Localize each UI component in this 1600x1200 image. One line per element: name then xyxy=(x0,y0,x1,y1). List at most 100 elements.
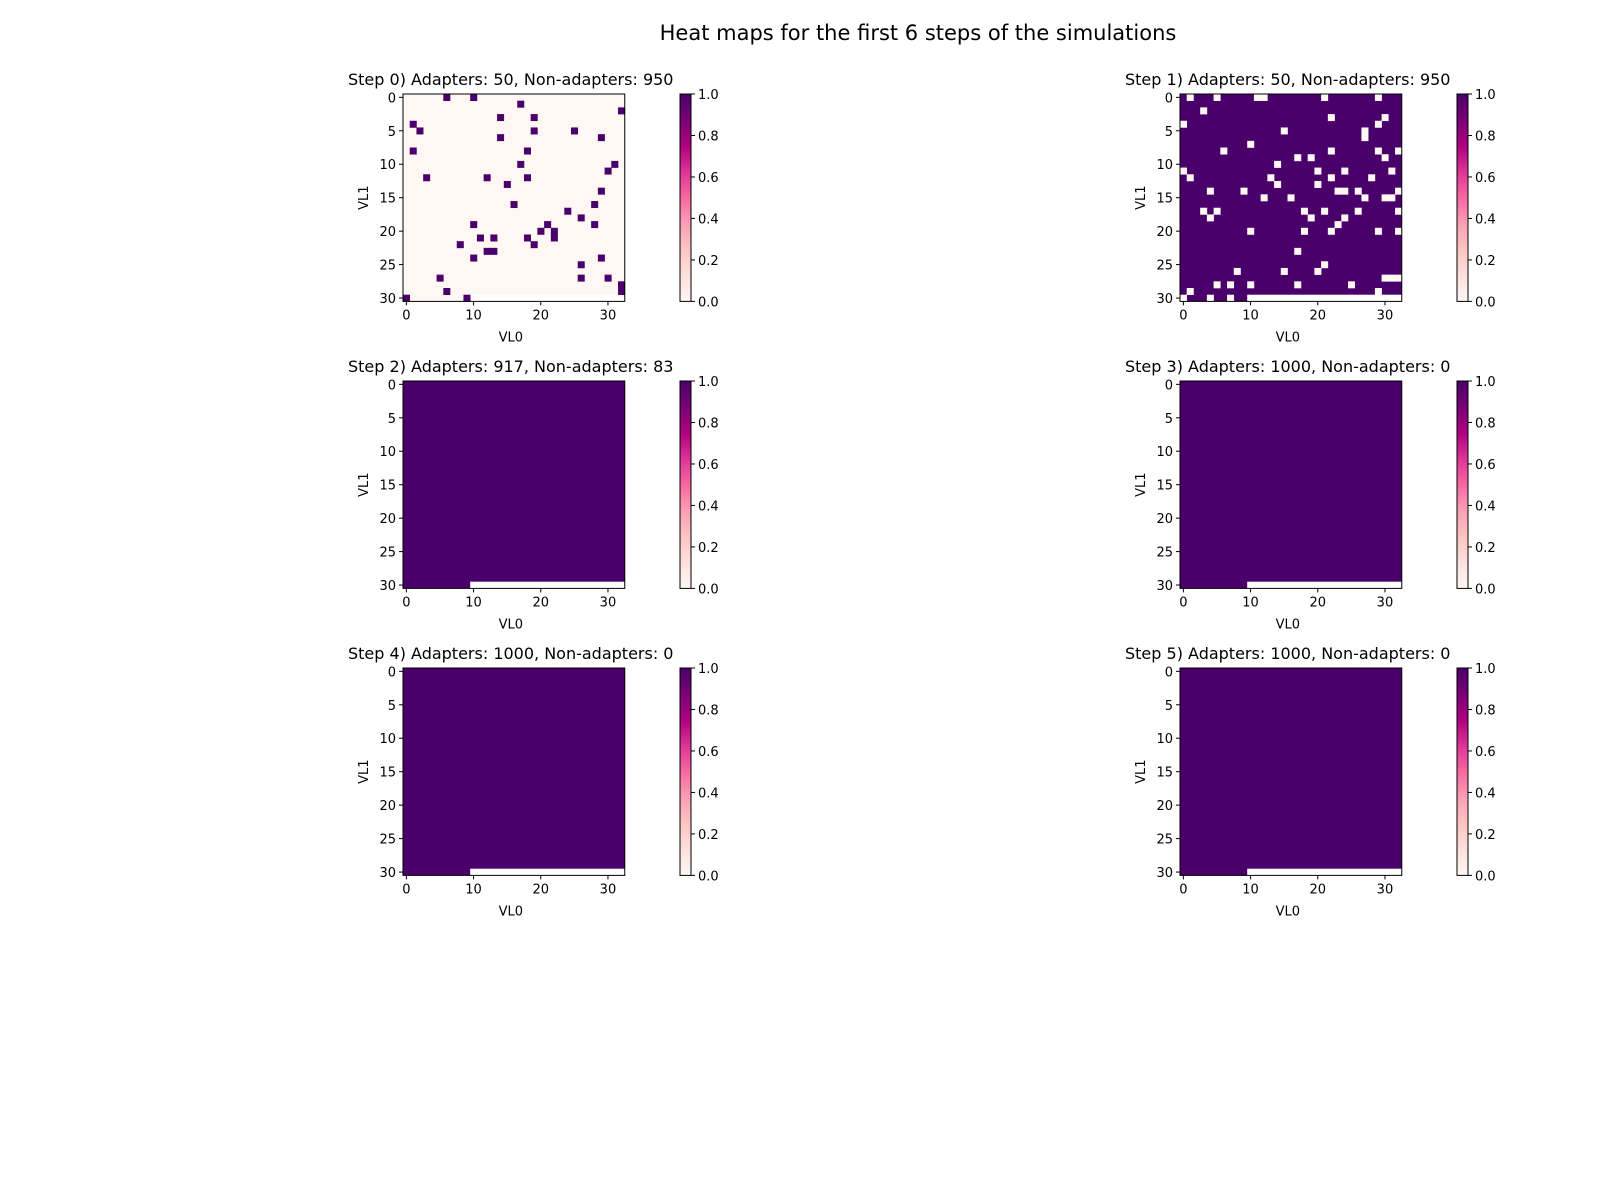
y-tick-label: 15 xyxy=(1156,192,1173,207)
y-tick-label: 15 xyxy=(1156,766,1173,781)
panel-title: Step 3) Adapters: 1000, Non-adapters: 0 xyxy=(1125,357,1450,376)
colorbar-tick-label: 0.2 xyxy=(698,541,719,556)
y-tick-label: 10 xyxy=(1156,445,1173,460)
heatmap-cell xyxy=(510,201,518,209)
heatmap-cell xyxy=(470,221,478,229)
colorbar-tick-label: 0.8 xyxy=(1475,129,1496,144)
heatmap-panel-5: Step 5) Adapters: 1000, Non-adapters: 0 0… xyxy=(1125,644,1496,919)
panel-title: Step 2) Adapters: 917, Non-adapters: 83 xyxy=(348,357,673,376)
heatmap-cell xyxy=(1381,154,1389,162)
heatmap-cell xyxy=(1240,187,1248,195)
heatmap-base xyxy=(403,381,625,589)
heatmap-cell xyxy=(517,100,525,108)
heatmap-cell xyxy=(577,261,585,269)
y-tick-label: 30 xyxy=(1156,579,1173,594)
heatmap-panel-2: Step 2) Adapters: 917, Non-adapters: 83 0… xyxy=(348,357,719,632)
y-tick-label: 10 xyxy=(379,158,396,173)
heatmap-cell xyxy=(490,247,498,255)
heatmap-cell xyxy=(1314,180,1322,188)
heatmap-cell xyxy=(1247,227,1255,235)
y-tick-label: 5 xyxy=(1165,125,1173,140)
colorbar-tick-label: 0.0 xyxy=(698,295,719,310)
heatmap-base xyxy=(1180,381,1402,589)
heatmap-cell xyxy=(483,174,491,182)
heatmap-cell xyxy=(1361,134,1369,142)
colorbar-tick-label: 1.0 xyxy=(1475,662,1496,677)
heatmap-cell xyxy=(1348,281,1356,289)
heatmap-base xyxy=(403,94,625,302)
colorbar-tick-label: 0.8 xyxy=(698,703,719,718)
heatmap-cell xyxy=(1388,194,1396,202)
heatmap-cell xyxy=(1307,214,1315,222)
colorbar-tick-label: 0.4 xyxy=(1475,786,1496,801)
heatmap-cell xyxy=(618,288,626,295)
heatmap-cell xyxy=(1227,294,1235,302)
y-tick-label: 5 xyxy=(1165,699,1173,714)
heatmap-cell xyxy=(577,214,585,222)
x-tick-label: 30 xyxy=(600,595,617,610)
heatmap-cell xyxy=(443,288,451,295)
y-tick-label: 30 xyxy=(1156,866,1173,881)
heatmap-cell xyxy=(564,207,572,215)
heatmap-cell xyxy=(1280,267,1288,275)
colorbar-tick-label: 0.2 xyxy=(1475,254,1496,269)
colorbar xyxy=(1456,93,1469,302)
y-tick-label: 25 xyxy=(1156,259,1173,274)
colorbar xyxy=(1456,380,1469,589)
heatmap-cell xyxy=(1253,94,1261,101)
heatmap-cell xyxy=(1327,147,1335,155)
heatmap-cell xyxy=(1395,207,1403,215)
heatmap-cell xyxy=(571,127,579,135)
heatmap-cell xyxy=(1374,227,1382,235)
heatmap-cell xyxy=(1361,194,1369,202)
heatmap-empty-cells xyxy=(1247,581,1402,589)
heatmap-cell xyxy=(1354,187,1362,195)
heatmap-cell xyxy=(1395,274,1403,282)
colorbar-tick-label: 0.0 xyxy=(1475,582,1496,597)
heatmap-cell xyxy=(1381,274,1389,282)
colorbar-tick-label: 0.2 xyxy=(1475,828,1496,843)
heatmap-panel-3: Step 3) Adapters: 1000, Non-adapters: 0 0… xyxy=(1125,357,1496,632)
heatmap-cell xyxy=(604,274,612,282)
heatmap-cell xyxy=(1321,94,1329,101)
heatmap-cell xyxy=(1233,267,1241,275)
heatmap-cell xyxy=(1186,288,1194,295)
y-tick-label: 15 xyxy=(379,766,396,781)
heatmap-cell xyxy=(1186,174,1194,182)
heatmap-cell xyxy=(1395,147,1403,155)
colorbar xyxy=(1456,667,1469,876)
y-tick-label: 20 xyxy=(1156,799,1173,814)
heatmap-cell xyxy=(1381,114,1389,122)
y-axis-label: VL1 xyxy=(1134,472,1149,496)
y-tick-label: 0 xyxy=(388,378,396,393)
colorbar-tick-label: 1.0 xyxy=(698,88,719,103)
colorbar xyxy=(679,380,692,589)
heatmap-cell xyxy=(517,160,525,168)
heatmap-cell xyxy=(476,234,484,242)
heatmap-empty-cells xyxy=(470,868,625,876)
heatmap-cell xyxy=(409,147,417,155)
y-tick-label: 0 xyxy=(1165,91,1173,106)
y-tick-label: 20 xyxy=(1156,512,1173,527)
y-tick-label: 25 xyxy=(379,546,396,561)
colorbar-tick-label: 0.8 xyxy=(698,416,719,431)
y-tick-label: 0 xyxy=(1165,665,1173,680)
x-tick-label: 20 xyxy=(1309,308,1326,323)
colorbar xyxy=(679,93,692,302)
figure-title: Heat maps for the first 6 steps of the s… xyxy=(660,21,1177,45)
heatmap-panels: Step 0) Adapters: 50, Non-adapters: 950 0… xyxy=(348,70,1496,919)
heatmap-cell xyxy=(1213,281,1221,289)
heatmap-cell xyxy=(1327,227,1335,235)
colorbar-tick-label: 0.0 xyxy=(698,582,719,597)
y-tick-label: 0 xyxy=(388,91,396,106)
x-tick-label: 30 xyxy=(600,882,617,897)
colorbar-tick-label: 0.4 xyxy=(698,212,719,227)
y-tick-label: 20 xyxy=(379,225,396,240)
heatmap-cell xyxy=(1334,187,1342,195)
heatmap-cell xyxy=(497,114,505,122)
heatmap-cell xyxy=(1388,274,1396,282)
colorbar-tick-label: 0.4 xyxy=(1475,212,1496,227)
heatmap-cell xyxy=(1374,147,1382,155)
heatmap-cell xyxy=(1341,167,1349,175)
colorbar-tick-label: 0.4 xyxy=(1475,499,1496,514)
